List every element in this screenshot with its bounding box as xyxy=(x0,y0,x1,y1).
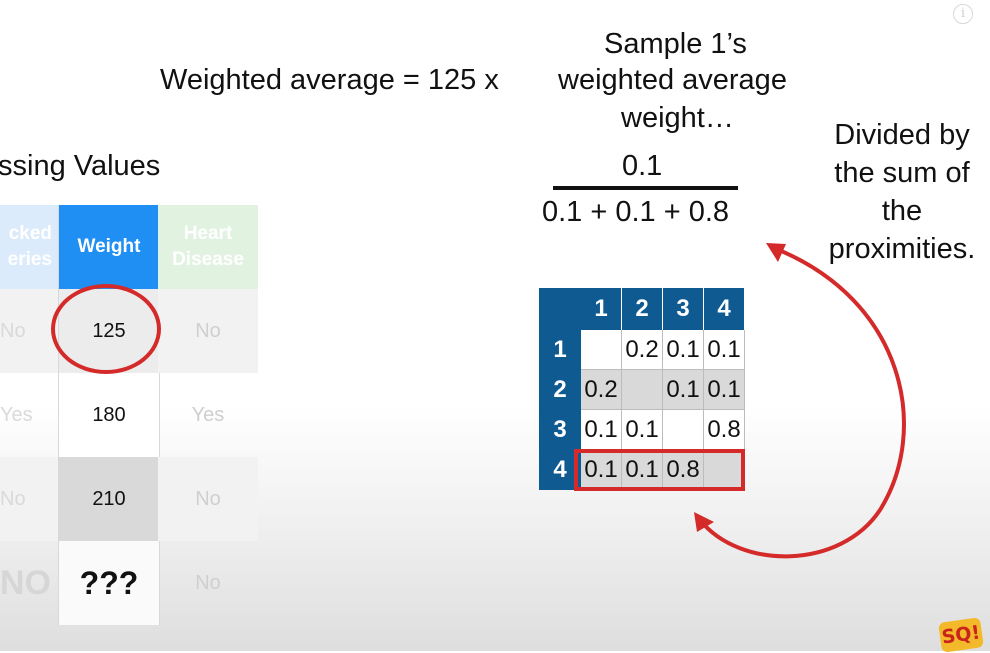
table-cell: No xyxy=(0,289,58,373)
matrix-row-header: 3 xyxy=(539,410,581,450)
table-cell: ??? xyxy=(59,541,159,625)
annotation-line: the xyxy=(881,195,923,227)
matrix-cell: 0.1 xyxy=(581,410,622,450)
matrix-cell xyxy=(622,370,663,410)
table-cell: No xyxy=(0,457,58,541)
arrow-path xyxy=(698,246,906,559)
matrix-cell: 0.2 xyxy=(581,370,622,410)
matrix-cell: 0.1 xyxy=(704,370,745,410)
info-icon[interactable]: i xyxy=(953,4,973,24)
table-title: ssing Values xyxy=(0,150,161,182)
formula-main-right: weighted average xyxy=(558,64,787,96)
matrix-col-header: 4 xyxy=(704,288,744,330)
matrix-cell: 0.8 xyxy=(663,450,704,490)
fraction-bar xyxy=(553,186,738,190)
matrix-cell: 0.1 xyxy=(704,330,745,370)
channel-logo[interactable]: SQ! xyxy=(938,617,984,653)
matrix-col-header: 2 xyxy=(622,288,662,330)
table-cell: No xyxy=(195,571,221,594)
annotation-line: the sum of xyxy=(834,157,970,189)
table-cell: 180 xyxy=(59,373,159,457)
column-heart-disease: Heart Disease No Yes No No xyxy=(158,205,258,625)
table-cell: Yes xyxy=(0,403,33,426)
column-header: cked eries xyxy=(0,205,58,289)
column-header: Heart Disease xyxy=(158,205,258,289)
arrow-head-bottom xyxy=(694,512,714,532)
matrix-row-header: 2 xyxy=(539,370,581,410)
fraction-numerator: 0.1 xyxy=(622,150,663,182)
matrix-cell: 0.1 xyxy=(581,450,622,490)
table-cell: 210 xyxy=(59,457,159,541)
table-cell: No xyxy=(158,457,258,541)
arrow-head-top xyxy=(766,243,786,262)
annotation-line: Divided by xyxy=(834,119,970,151)
formula-weight-line: weight… xyxy=(621,102,734,134)
proximity-matrix: 1 2 3 4 1 2 3 4 0.2 0.1 0.1 0.2 0.1 0.1 … xyxy=(539,288,746,491)
fraction-denominator: 0.1 + 0.1 + 0.8 xyxy=(542,196,730,228)
matrix-cell: 0.2 xyxy=(622,330,663,370)
matrix-cell: 0.1 xyxy=(663,330,704,370)
data-table: cked eries No Yes No NO Weight 125 180 2… xyxy=(0,205,258,625)
column-blocked-arteries: cked eries No Yes No NO xyxy=(0,205,58,625)
matrix-row-header: 1 xyxy=(539,330,581,370)
matrix-cell: 0.1 xyxy=(622,450,663,490)
table-cell: Yes xyxy=(191,403,225,426)
matrix-col-header: 3 xyxy=(663,288,703,330)
table-cell: No xyxy=(158,289,258,373)
matrix-cell xyxy=(581,330,622,370)
matrix-col-header: 1 xyxy=(581,288,621,330)
row-highlight-box xyxy=(574,449,745,491)
matrix-cell: 0.1 xyxy=(663,370,704,410)
matrix-corner xyxy=(539,288,581,330)
formula-sample-line: Sample 1’s xyxy=(604,28,747,60)
highlight-circle xyxy=(51,284,161,374)
annotation-line: proximities. xyxy=(828,233,976,265)
annotation-text: Divided by the sum of the proximities. xyxy=(814,116,990,268)
column-header: Weight xyxy=(59,205,159,289)
matrix-cell: 0.8 xyxy=(704,410,745,450)
formula-main-left: Weighted average = 125 x xyxy=(160,64,499,96)
table-cell: NO xyxy=(0,563,51,602)
